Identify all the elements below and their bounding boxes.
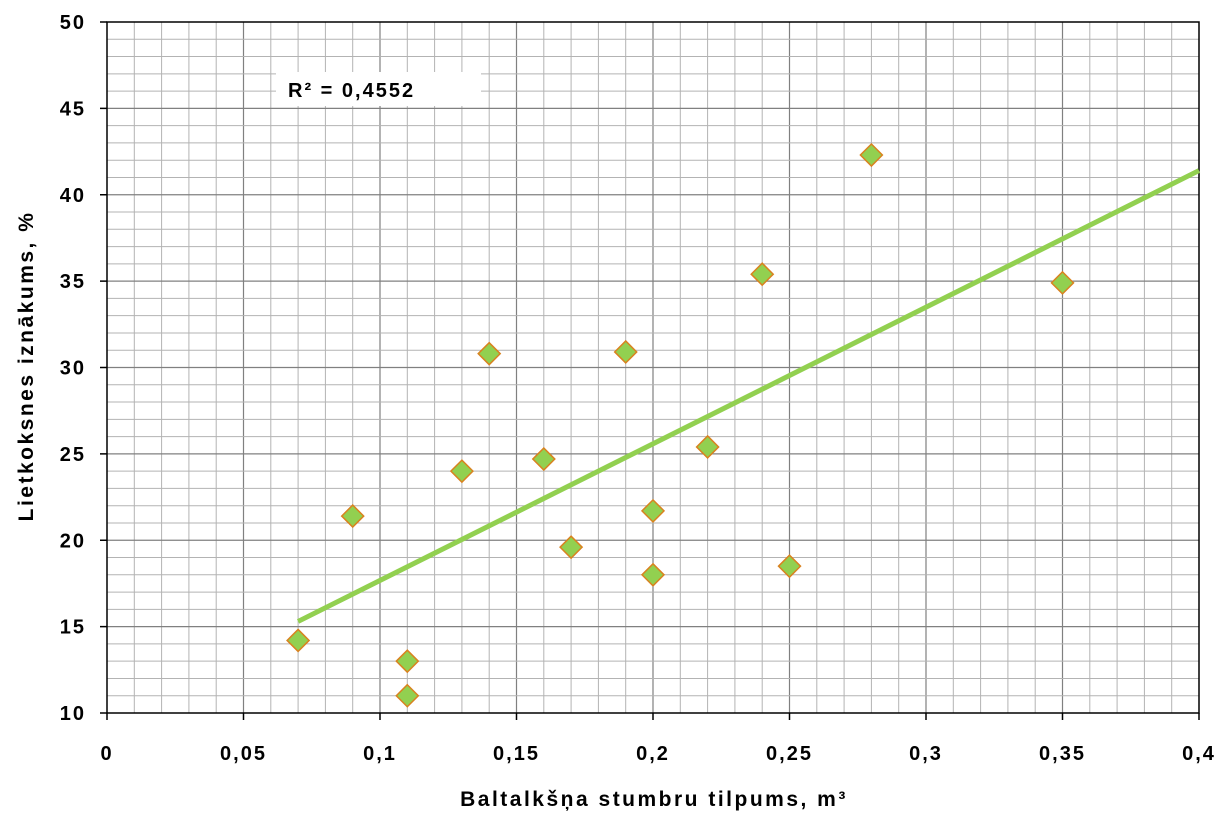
data-point xyxy=(340,504,365,529)
data-point xyxy=(750,262,775,287)
data-point xyxy=(395,683,420,708)
data-point xyxy=(286,628,311,653)
data-points xyxy=(286,142,1075,708)
x-tick-label: 0 xyxy=(100,743,113,765)
x-axis-title: Baltalkšņa stumbru tilpums, m³ xyxy=(460,788,848,811)
r-squared-label: R² = 0,4552 xyxy=(288,80,415,102)
data-point xyxy=(531,446,556,472)
trendline-group xyxy=(296,168,1201,624)
x-tick-label: 0,25 xyxy=(766,743,813,765)
x-tick-label: 0,2 xyxy=(636,743,670,765)
x-tick-label: 0,15 xyxy=(493,743,540,765)
data-point xyxy=(613,339,638,365)
x-tick-label: 0,1 xyxy=(363,743,397,765)
x-tick-label: 0,4 xyxy=(1182,743,1216,765)
y-tick-label: 50 xyxy=(60,12,86,34)
y-tick-label: 15 xyxy=(60,617,86,639)
data-point xyxy=(449,459,474,484)
data-point xyxy=(559,535,584,560)
y-tick-label: 30 xyxy=(60,358,86,380)
data-point xyxy=(640,562,666,587)
y-tick-labels: 10 15 20 25 30 35 40 45 50 xyxy=(60,12,107,725)
data-point xyxy=(640,498,666,523)
data-point xyxy=(777,554,802,579)
y-tick-label: 10 xyxy=(60,703,86,725)
data-point xyxy=(477,341,502,366)
data-point xyxy=(859,142,884,168)
y-tick-label: 35 xyxy=(60,271,86,293)
data-point xyxy=(695,434,720,460)
grid xyxy=(107,22,1199,713)
x-tick-label: 0,3 xyxy=(909,743,943,765)
y-tick-label: 40 xyxy=(60,185,86,207)
r-squared-label-box: R² = 0,4552 xyxy=(276,72,481,106)
data-point xyxy=(395,649,420,674)
x-tick-label: 0,05 xyxy=(220,743,267,765)
trendline xyxy=(296,168,1201,624)
data-point xyxy=(1050,270,1075,295)
y-tick-label: 25 xyxy=(60,444,86,466)
x-tick-labels: 0 0,05 0,1 0,15 0,2 0,25 0,3 0,35 0,4 xyxy=(100,713,1216,765)
y-axis-title: Lietkoksnes iznākums, % xyxy=(15,211,38,522)
y-tick-label: 20 xyxy=(60,530,86,552)
y-tick-label: 45 xyxy=(60,98,86,120)
x-tick-label: 0,35 xyxy=(1039,743,1086,765)
